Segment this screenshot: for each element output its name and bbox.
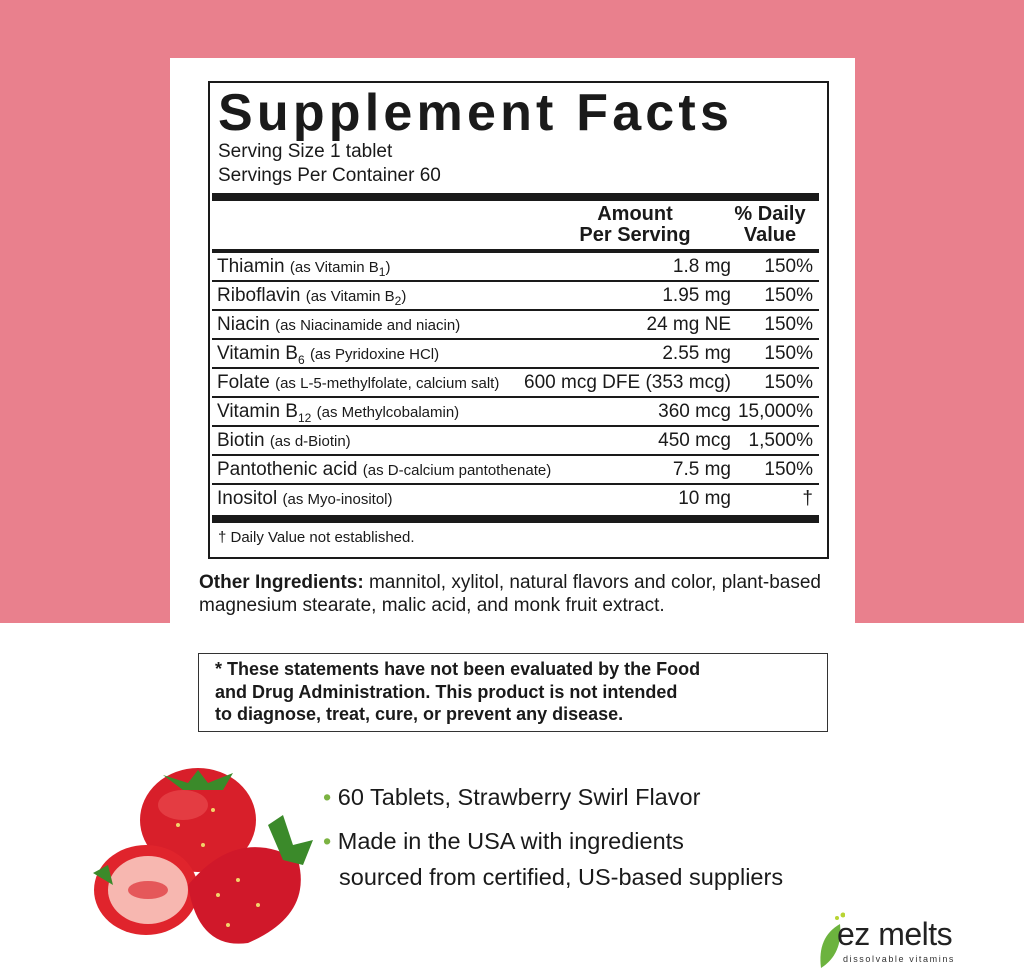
nutrient-amount: 24 mg NE	[646, 314, 731, 335]
nutrient-row: Vitamin B12 (as Methylcobalamin) 360 mcg 1…	[212, 398, 819, 427]
nutrient-daily-value: 15,000%	[737, 401, 813, 422]
nutrient-row: Vitamin B6 (as Pyridoxine HCl) 2.55 mg 150…	[212, 340, 819, 369]
nutrient-source: (as Niacinamide and niacin)	[275, 317, 461, 334]
bullet-item: • 60 Tablets, Strawberry Swirl Flavor	[323, 784, 701, 810]
nutrient-name: Vitamin B12 (as Methylcobalamin)	[217, 401, 460, 425]
divider-medium	[212, 249, 819, 253]
servings-per-container: Servings Per Container 60	[218, 165, 441, 186]
nutrient-source: (as Vitamin B1)	[289, 259, 391, 279]
strawberries-image	[93, 768, 313, 944]
footnote: † Daily Value not established.	[218, 529, 415, 546]
nutrient-source: (as D-calcium pantothenate)	[362, 462, 552, 479]
fda-disclaimer: * These statements have not been evaluat…	[198, 653, 828, 732]
nutrient-source: (as d-Biotin)	[269, 433, 351, 450]
nutrient-name: Inositol (as Myo-inositol)	[217, 488, 393, 509]
nutrient-source: (as Myo-inositol)	[282, 491, 393, 508]
daily-value-header: % Daily Value	[715, 204, 825, 246]
nutrient-row: Thiamin (as Vitamin B1) 1.8 mg 150%	[212, 253, 819, 282]
serving-size: Serving Size 1 tablet	[218, 141, 393, 162]
disclaimer-line: and Drug Administration. This product is…	[215, 681, 678, 702]
nutrient-row: Riboflavin (as Vitamin B2) 1.95 mg 150%	[212, 282, 819, 311]
nutrient-amount: 450 mcg	[658, 430, 731, 451]
nutrient-daily-value: †	[802, 488, 813, 509]
other-ingredients: Other Ingredients: mannitol, xylitol, na…	[199, 571, 839, 617]
brand-tagline: dissolvable vitamins	[843, 954, 956, 964]
nutrient-row: Pantothenic acid (as D-calcium pantothen…	[212, 456, 819, 485]
nutrient-daily-value: 150%	[764, 285, 813, 306]
nutrient-daily-value: 150%	[764, 372, 813, 393]
nutrient-daily-value: 150%	[764, 314, 813, 335]
bullet-text-cont: sourced from certified, US-based supplie…	[339, 864, 784, 890]
dv-header-line1: % Daily	[734, 203, 806, 225]
bullet-item: • Made in the USA with ingredients source…	[323, 828, 784, 890]
disclaimer-line: * These statements have not been evaluat…	[215, 659, 701, 679]
nutrient-daily-value: 150%	[764, 256, 813, 277]
nutrient-source: (as Vitamin B2)	[305, 288, 407, 308]
nutrient-daily-value: 150%	[764, 459, 813, 480]
nutrient-daily-value: 150%	[764, 343, 813, 364]
nutrient-name: Thiamin (as Vitamin B1)	[217, 256, 391, 279]
nutrient-row: Niacin (as Niacinamide and niacin) 24 mg …	[212, 311, 819, 340]
amount-header-line1: Amount	[597, 203, 673, 225]
nutrient-name: Niacin (as Niacinamide and niacin)	[217, 314, 461, 335]
nutrient-source: (as Methylcobalamin)	[316, 404, 460, 421]
disclaimer-line: to diagnose, treat, cure, or prevent any…	[215, 704, 624, 724]
other-ingredients-text: mannitol, xylitol, natural flavors and c…	[199, 572, 821, 616]
divider-thick	[212, 193, 819, 201]
leaf-icon	[820, 912, 845, 968]
nutrient-source: (as Pyridoxine HCl)	[309, 346, 440, 363]
nutrient-name: Vitamin B6 (as Pyridoxine HCl)	[217, 343, 440, 367]
nutrient-name: Riboflavin (as Vitamin B2)	[217, 285, 407, 308]
nutrient-row: Folate (as L-5-methylfolate, calcium sal…	[212, 369, 819, 398]
divider-thick-bottom	[212, 515, 819, 523]
nutrient-amount: 1.8 mg	[672, 256, 731, 277]
nutrient-name: Pantothenic acid (as D-calcium pantothen…	[217, 459, 552, 480]
other-ingredients-label: Other Ingredients:	[199, 572, 364, 593]
nutrient-source: (as L-5-methylfolate, calcium salt)	[275, 375, 500, 392]
bullet-text: 60 Tablets, Strawberry Swirl Flavor	[337, 784, 701, 810]
brand-name: ez melts	[837, 916, 953, 952]
nutrient-name: Biotin (as d-Biotin)	[217, 430, 351, 451]
nutrient-amount: 600 mcg DFE (353 mcg)	[524, 372, 731, 393]
supplement-facts-label: Supplement Facts Serving Size 1 tablet S…	[208, 81, 829, 559]
nutrient-amount: 10 mg	[678, 488, 731, 509]
label-title: Supplement Facts	[218, 84, 734, 142]
dv-header-line2: Value	[743, 224, 797, 246]
nutrient-row: Biotin (as d-Biotin) 450 mcg 1,500%	[212, 427, 819, 456]
nutrient-amount: 7.5 mg	[672, 459, 731, 480]
ez-melts-logo: ez melts dissolvable vitamins	[815, 910, 995, 970]
amount-header-line2: Per Serving	[579, 224, 691, 246]
nutrient-daily-value: 1,500%	[748, 430, 813, 451]
bullet-text: Made in the USA with ingredients	[337, 828, 684, 854]
nutrient-amount: 1.95 mg	[662, 285, 731, 306]
amount-header: Amount Per Serving	[565, 204, 705, 246]
nutrient-name: Folate (as L-5-methylfolate, calcium sal…	[217, 372, 500, 393]
nutrient-row: Inositol (as Myo-inositol) 10 mg †	[212, 485, 819, 514]
nutrient-amount: 360 mcg	[658, 401, 731, 422]
nutrient-amount: 2.55 mg	[662, 343, 731, 364]
